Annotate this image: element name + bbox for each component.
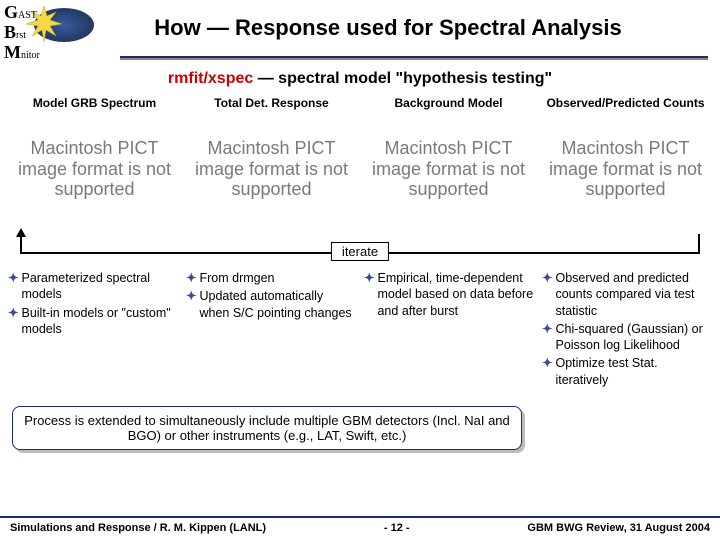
bullet-col-2: ✦From drmgen ✦Updated automatically when… [186,270,356,390]
subtitle: rmfit/xspec — spectral model "hypothesis… [0,70,720,88]
pict-placeholder: Macintosh PICT image format is not suppo… [183,114,360,224]
col-2: Total Det. Response Macintosh PICT image… [183,96,360,224]
col-4: Observed/Predicted Counts Macintosh PICT… [537,96,714,224]
plus-icon: ✦ [186,288,196,321]
footer-left: Simulations and Response / R. M. Kippen … [10,522,266,534]
plus-icon: ✦ [8,270,18,303]
plus-icon: ✦ [364,270,374,319]
pict-placeholder: Macintosh PICT image format is not suppo… [6,114,183,224]
iterate-bracket: iterate [20,224,700,264]
iterate-label-box: iterate [331,242,389,261]
bullet-text: Chi-squared (Gaussian) or Poisson log Li… [555,321,712,354]
bullet-col-4: ✦Observed and predicted counts compared … [542,270,712,390]
plus-icon: ✦ [8,305,18,338]
bullet-text: Built-in models or "custom" models [21,305,178,338]
subtitle-rest: — spectral model "hypothesis testing" [253,70,552,87]
gbm-logo: GAST Brst Mnitor [4,4,104,52]
bullets-row: ✦Parameterized spectral models ✦Built-in… [0,270,720,390]
col-header: Observed/Predicted Counts [537,96,714,110]
bullet-text: Parameterized spectral models [21,270,178,303]
slide-title: How — Response used for Spectral Analysi… [104,15,712,41]
plus-icon: ✦ [542,270,552,319]
bullet-col-1: ✦Parameterized spectral models ✦Built-in… [8,270,178,390]
bullet-text: Empirical, time-dependent model based on… [377,270,534,319]
slide-header: GAST Brst Mnitor How — Response used for… [0,0,720,52]
slide-footer: Simulations and Response / R. M. Kippen … [0,516,720,534]
tool-name: rmfit/xspec [168,70,253,87]
logo-letters: GAST Brst Mnitor [4,4,40,64]
bullet-text: Observed and predicted counts compared v… [555,270,712,319]
iterate-arrow-icon [16,228,26,237]
pict-placeholder: Macintosh PICT image format is not suppo… [537,114,714,224]
footer-page: - 12 - [384,522,410,534]
footer-right: GBM BWG Review, 31 August 2004 [527,522,710,534]
bullet-text: Optimize test Stat. iteratively [555,355,712,388]
plus-icon: ✦ [186,270,196,286]
column-headers-row: Model GRB Spectrum Macintosh PICT image … [0,96,720,224]
plus-icon: ✦ [542,321,552,354]
col-header: Model GRB Spectrum [6,96,183,110]
process-callout: Process is extended to simultaneously in… [12,406,522,450]
iterate-right-riser [698,234,700,252]
bullet-text: From drmgen [199,270,274,286]
bullet-col-3: ✦Empirical, time-dependent model based o… [364,270,534,390]
col-3: Background Model Macintosh PICT image fo… [360,96,537,224]
col-header: Background Model [360,96,537,110]
col-header: Total Det. Response [183,96,360,110]
title-underline [120,56,708,60]
plus-icon: ✦ [542,355,552,388]
bullet-text: Updated automatically when S/C pointing … [199,288,356,321]
pict-placeholder: Macintosh PICT image format is not suppo… [360,114,537,224]
col-1: Model GRB Spectrum Macintosh PICT image … [6,96,183,224]
